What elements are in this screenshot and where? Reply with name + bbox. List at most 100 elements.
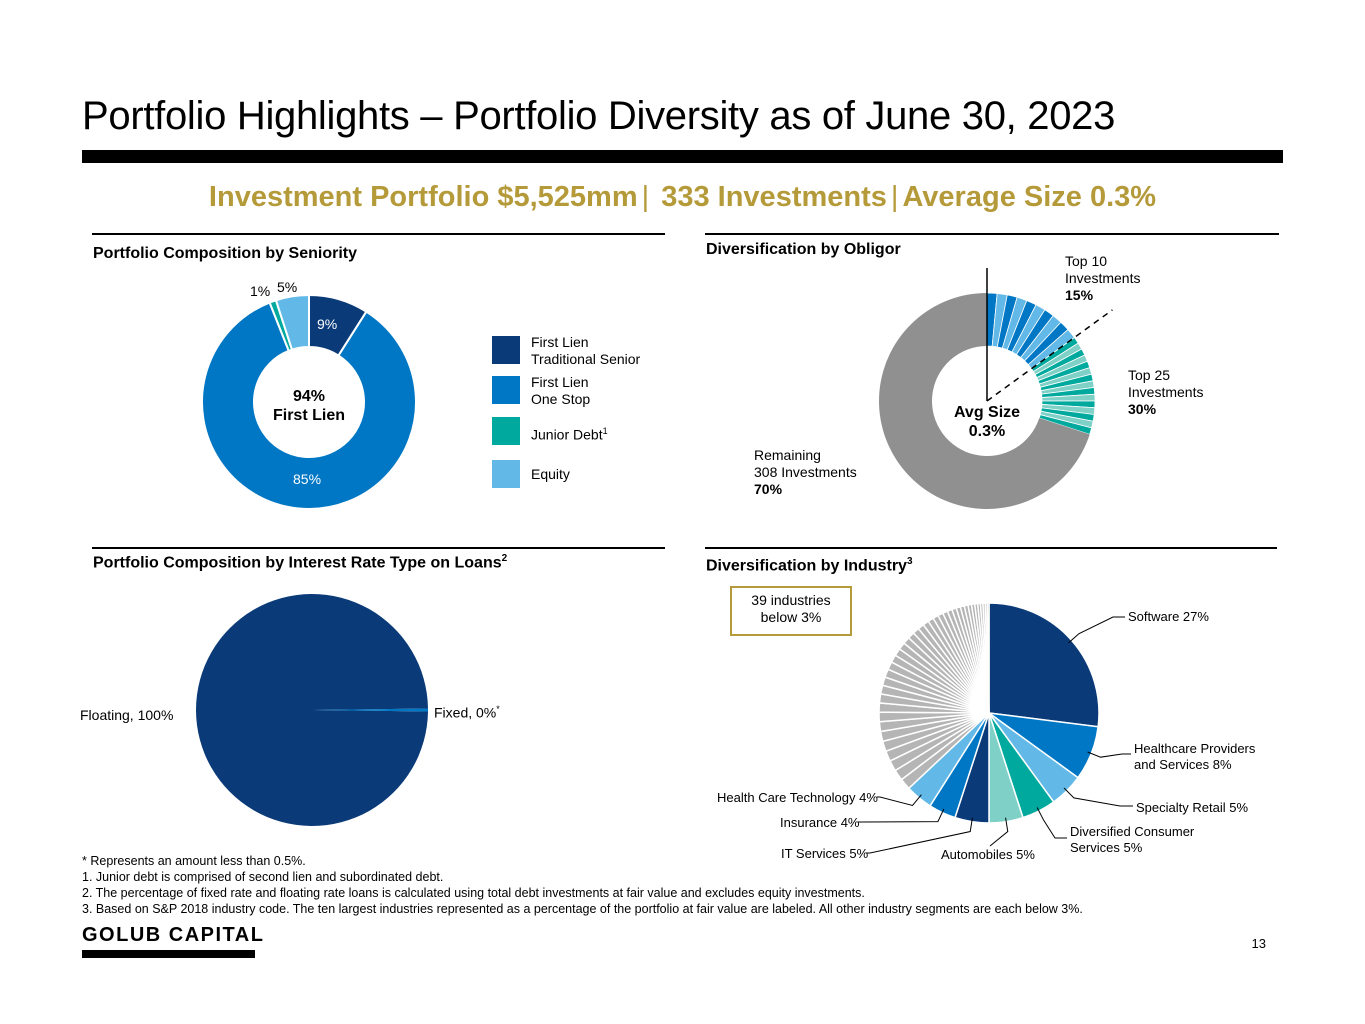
callout-line: 39 industries xyxy=(751,592,831,608)
footnote: 3. Based on S&P 2018 industry code. The … xyxy=(82,902,1083,916)
label-top-10: Top 10 Investments 15% xyxy=(1065,253,1140,304)
label-line: Top 10 xyxy=(1065,253,1108,269)
industry-label-automobiles: Automobiles 5% xyxy=(941,847,1035,862)
section-title-seniority: Portfolio Composition by Seniority xyxy=(93,245,357,262)
industry-label-software: Software 27% xyxy=(1128,609,1209,624)
legend-label-first-lien-traditional: First Lien Traditional Senior xyxy=(531,334,640,368)
slice-label-floating: Floating, 100% xyxy=(80,707,174,723)
industry-callout-box: 39 industries below 3% xyxy=(730,586,852,636)
industry-label-health-care-technology: Health Care Technology 4% xyxy=(717,790,878,805)
legend-label-equity: Equity xyxy=(531,466,570,482)
industry-pie-chart xyxy=(858,602,1133,854)
industry-slice-other xyxy=(986,602,990,714)
label-pct: 70% xyxy=(754,481,783,497)
industry-slice-software xyxy=(988,602,1100,728)
portfolio-headline: Investment Portfolio $5,525mm | 333 Inves… xyxy=(0,181,1365,214)
section-title-footnote-marker: 3 xyxy=(906,556,913,567)
section-title-text: Diversification by Industry xyxy=(706,557,907,575)
legend-line: First Lien xyxy=(531,374,589,390)
interest-rate-pie-chart xyxy=(195,594,428,826)
slice-label-first-lien-one-stop: 85% xyxy=(293,471,322,487)
slice-label-text: Fixed, 0% xyxy=(434,704,497,721)
section-rule xyxy=(705,547,1277,549)
section-title-interest-rate: Portfolio Composition by Interest Rate T… xyxy=(93,553,507,572)
legend-label-junior-debt: Junior Debt1 xyxy=(531,423,608,444)
seniority-slice-first-lien-one-stop xyxy=(201,301,417,510)
industry-label-specialty-retail: Specialty Retail 5% xyxy=(1136,800,1248,815)
rate-slice-floating xyxy=(195,594,428,826)
industry-leader-line xyxy=(1063,787,1133,807)
industry-label-insurance: Insurance 4% xyxy=(780,815,860,830)
section-title-industry: Diversification by Industry3 xyxy=(706,556,913,575)
headline-investment-count: 333 Investments xyxy=(661,181,887,213)
label-line: Investments xyxy=(1128,384,1204,400)
industry-leader-line xyxy=(858,808,945,823)
footnote: * Represents an amount less than 0.5%. xyxy=(82,854,306,868)
page-title: Portfolio Highlights – Portfolio Diversi… xyxy=(82,94,1116,138)
section-title-obligor: Diversification by Obligor xyxy=(706,241,901,258)
footnote: 1. Junior debt is comprised of second li… xyxy=(82,870,444,884)
label-line: Investments xyxy=(1065,270,1141,286)
slice-label-first-lien-traditional: 9% xyxy=(317,316,338,332)
section-title-text: Portfolio Composition by Interest Rate T… xyxy=(93,554,502,572)
industry-label-it-services: IT Services 5% xyxy=(781,846,869,861)
headline-portfolio-size: Investment Portfolio $5,525mm xyxy=(208,181,638,213)
label-remaining: Remaining 308 Investments 70% xyxy=(754,447,857,498)
legend-label-first-lien-one-stop: First Lien One Stop xyxy=(531,374,590,408)
section-rule xyxy=(705,233,1279,235)
label-pct: 15% xyxy=(1065,287,1094,303)
obligor-center-line: 0.3% xyxy=(968,423,1006,440)
slice-label-junior-debt: 1% xyxy=(250,283,271,299)
label-line: Diversified Consumer xyxy=(1070,824,1195,839)
industry-leader-line xyxy=(1036,807,1067,839)
industry-leader-line xyxy=(866,817,973,854)
obligor-center-line: Avg Size xyxy=(953,404,1021,421)
legend-swatch-first-lien-one-stop xyxy=(492,376,520,404)
page-number: 13 xyxy=(1251,936,1266,951)
section-rule xyxy=(92,547,665,549)
section-rule xyxy=(92,233,665,235)
seniority-center-pct: 94% xyxy=(292,388,326,405)
top25-divider-line xyxy=(986,309,1113,402)
seniority-slice-equity xyxy=(274,293,310,351)
obligor-center-label: Avg Size 0.3% xyxy=(937,403,1037,441)
slice-label-footnote-marker: * xyxy=(496,704,500,714)
legend-swatch-junior-debt xyxy=(492,417,520,445)
title-rule xyxy=(82,150,1283,163)
footnote: 2. The percentage of fixed rate and floa… xyxy=(82,886,865,900)
section-title-footnote-marker: 2 xyxy=(501,553,508,564)
legend-swatch-first-lien-traditional xyxy=(492,336,520,364)
legend-line: First Lien xyxy=(531,334,589,350)
obligor-donut-chart xyxy=(879,268,1113,509)
seniority-center-label: 94% First Lien xyxy=(259,387,359,425)
industry-leader-line xyxy=(1068,616,1125,644)
industry-leader-line xyxy=(989,817,1009,847)
industry-leader-line xyxy=(877,794,922,807)
legend-swatch-equity xyxy=(492,460,520,488)
legend-line: Junior Debt xyxy=(531,426,603,443)
label-line: Top 25 xyxy=(1128,367,1171,383)
seniority-center-text: First Lien xyxy=(272,407,345,424)
legend-footnote-marker: 1 xyxy=(602,426,608,436)
seniority-donut-chart xyxy=(201,293,417,510)
headline-separator: | xyxy=(641,181,650,213)
label-pct: 30% xyxy=(1128,401,1157,417)
callout-line: below 3% xyxy=(760,609,822,625)
logo-underline xyxy=(82,950,255,958)
obligor-slice-top-25-investments xyxy=(1038,414,1093,435)
label-line: Healthcare Providers xyxy=(1134,741,1256,756)
label-top-25: Top 25 Investments 30% xyxy=(1128,367,1203,418)
obligor-slice-remaining-308-investments xyxy=(879,293,1090,509)
slice-label-fixed: Fixed, 0%* xyxy=(434,701,500,722)
rate-slice-fixed xyxy=(312,708,428,712)
headline-separator: | xyxy=(890,181,899,213)
headline-average-size: Average Size 0.3% xyxy=(902,181,1157,213)
label-line: 308 Investments xyxy=(754,464,857,480)
legend-line: Traditional Senior xyxy=(531,351,641,367)
industry-leader-line xyxy=(1087,751,1131,758)
company-logo: GOLUB CAPITAL xyxy=(82,924,265,946)
legend-line: One Stop xyxy=(531,391,591,407)
label-line: and Services 8% xyxy=(1134,757,1232,772)
label-line: Services 5% xyxy=(1070,840,1143,855)
slice-label-equity: 5% xyxy=(277,279,298,295)
